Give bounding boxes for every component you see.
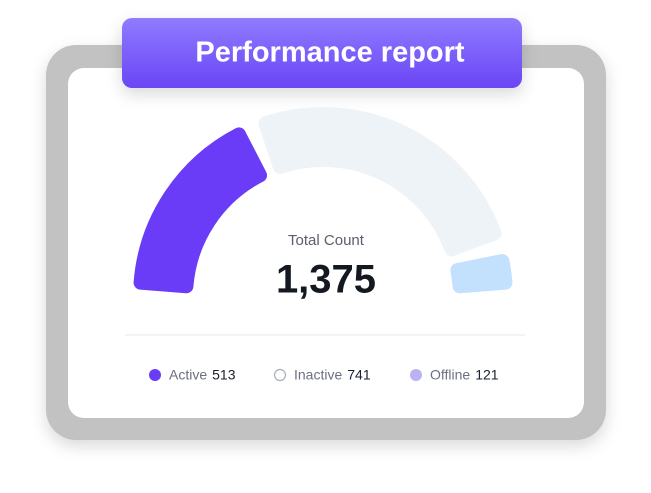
gauge-segment bbox=[450, 254, 513, 294]
legend-marker bbox=[273, 368, 287, 382]
title-banner bbox=[122, 18, 522, 88]
legend: Active 513 Inactive 741 Offline 121 bbox=[149, 367, 499, 383]
gauge bbox=[133, 107, 513, 294]
legend-marker bbox=[149, 369, 161, 381]
legend-label: Offline bbox=[430, 367, 470, 383]
total-value: 1,375 bbox=[276, 258, 376, 302]
legend-value: 741 bbox=[347, 367, 371, 383]
gauge-segment bbox=[133, 127, 268, 294]
gauge-segment bbox=[258, 107, 502, 257]
legend-marker bbox=[410, 369, 422, 381]
center-label: Total Count bbox=[288, 232, 365, 249]
chart-title: Performance report bbox=[195, 37, 464, 69]
legend-value: 513 bbox=[212, 367, 236, 383]
legend-label: Active bbox=[169, 367, 207, 383]
legend-value: 121 bbox=[475, 367, 499, 383]
legend-label: Inactive bbox=[294, 367, 342, 383]
